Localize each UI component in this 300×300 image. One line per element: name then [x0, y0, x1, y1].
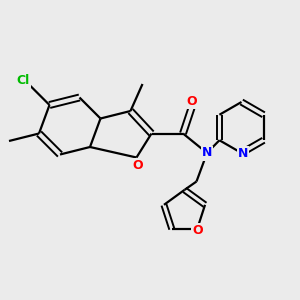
Text: O: O — [187, 94, 197, 108]
Text: Cl: Cl — [16, 74, 30, 87]
Text: N: N — [238, 147, 248, 160]
Text: O: O — [132, 159, 143, 172]
Text: N: N — [202, 146, 212, 160]
Text: O: O — [193, 224, 203, 237]
